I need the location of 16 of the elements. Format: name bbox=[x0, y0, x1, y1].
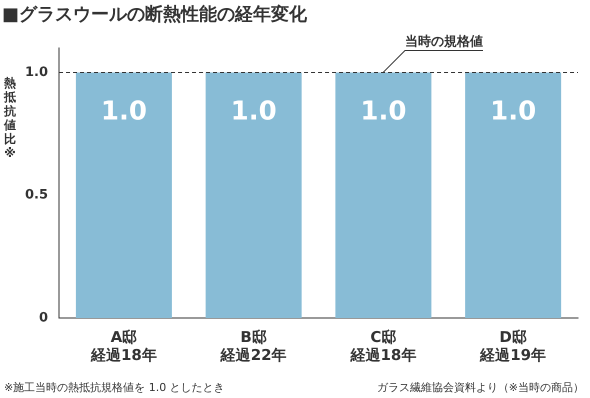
data-label: 1.0 bbox=[230, 96, 277, 126]
chart-title: ■グラスウールの断熱性能の経年変化 bbox=[2, 3, 308, 26]
y-tick-label: 0.5 bbox=[25, 188, 48, 203]
y-tick-label: 1.0 bbox=[25, 64, 48, 80]
x-tick-label: C邸経過18年 bbox=[349, 328, 416, 364]
data-label: 1.0 bbox=[490, 96, 536, 126]
data-label: 1.0 bbox=[360, 96, 406, 126]
x-tick-label: B邸経過22年 bbox=[220, 328, 287, 364]
y-tick-label: 0 bbox=[38, 310, 48, 326]
text: ガラス繊維協会資料より（※当時の商品） bbox=[376, 380, 584, 395]
ref-line-label: 当時の規格値 bbox=[405, 34, 483, 50]
x-tick-label: D邸経過19年 bbox=[479, 328, 546, 364]
text: ※施工当時の熱抵抗規格値を 1.0 としたとき bbox=[4, 380, 225, 395]
data-label: 1.0 bbox=[100, 96, 147, 126]
x-tick-label: A邸経過18年 bbox=[90, 328, 157, 364]
y-axis-title: 熱抵抗値比※ bbox=[3, 76, 17, 160]
